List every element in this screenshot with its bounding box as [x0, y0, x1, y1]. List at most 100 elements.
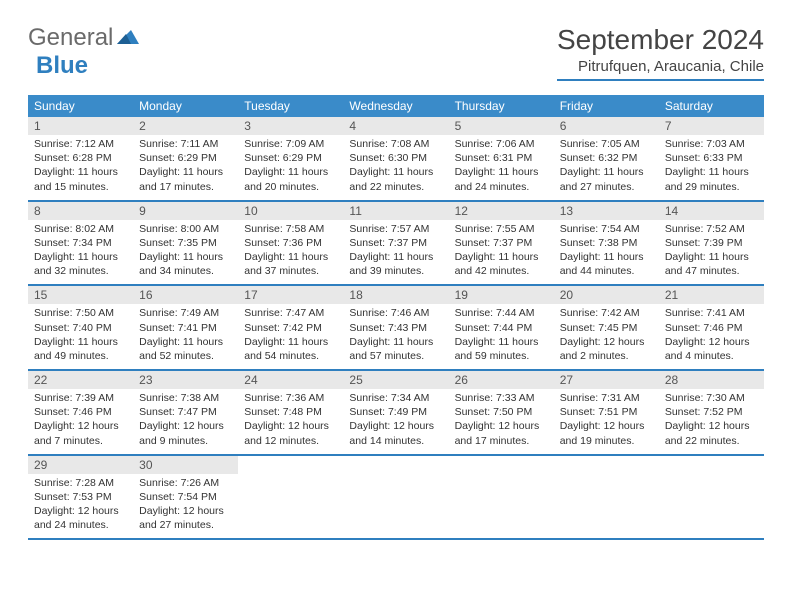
- day-line-ss: Sunset: 6:29 PM: [244, 151, 337, 165]
- day-line-d1: Daylight: 12 hours: [560, 419, 653, 433]
- day-line-sr: Sunrise: 7:39 AM: [34, 391, 127, 405]
- dow-thursday: Thursday: [449, 95, 554, 117]
- day-empty: [238, 456, 343, 539]
- day-empty: [343, 456, 448, 539]
- month-title: September 2024: [557, 24, 764, 56]
- day-line-d2: and 37 minutes.: [244, 264, 337, 278]
- day-line-d1: Daylight: 11 hours: [455, 165, 548, 179]
- week-row: 29Sunrise: 7:28 AMSunset: 7:53 PMDayligh…: [28, 456, 764, 541]
- day-line-sr: Sunrise: 7:52 AM: [665, 222, 758, 236]
- day-line-d1: Daylight: 11 hours: [665, 250, 758, 264]
- day-line-d1: Daylight: 12 hours: [349, 419, 442, 433]
- day-line-d1: Daylight: 11 hours: [455, 335, 548, 349]
- day-number: 29: [28, 456, 133, 474]
- day-line-ss: Sunset: 7:37 PM: [455, 236, 548, 250]
- day-number: 4: [343, 117, 448, 135]
- day-number: 12: [449, 202, 554, 220]
- logo-text-blue: Blue: [36, 52, 88, 79]
- week-row: 22Sunrise: 7:39 AMSunset: 7:46 PMDayligh…: [28, 371, 764, 456]
- day-line-d2: and 42 minutes.: [455, 264, 548, 278]
- day-line-sr: Sunrise: 7:54 AM: [560, 222, 653, 236]
- day-13: 13Sunrise: 7:54 AMSunset: 7:38 PMDayligh…: [554, 202, 659, 285]
- day-line-d2: and 22 minutes.: [665, 434, 758, 448]
- day-number: 8: [28, 202, 133, 220]
- day-line-ss: Sunset: 7:37 PM: [349, 236, 442, 250]
- day-line-d1: Daylight: 11 hours: [560, 250, 653, 264]
- day-line-ss: Sunset: 7:43 PM: [349, 321, 442, 335]
- day-20: 20Sunrise: 7:42 AMSunset: 7:45 PMDayligh…: [554, 286, 659, 369]
- day-29: 29Sunrise: 7:28 AMSunset: 7:53 PMDayligh…: [28, 456, 133, 539]
- day-line-sr: Sunrise: 7:47 AM: [244, 306, 337, 320]
- day-line-sr: Sunrise: 7:46 AM: [349, 306, 442, 320]
- day-line-d2: and 9 minutes.: [139, 434, 232, 448]
- day-line-d2: and 44 minutes.: [560, 264, 653, 278]
- day-line-ss: Sunset: 7:54 PM: [139, 490, 232, 504]
- day-18: 18Sunrise: 7:46 AMSunset: 7:43 PMDayligh…: [343, 286, 448, 369]
- day-line-d2: and 24 minutes.: [455, 180, 548, 194]
- day-number: 18: [343, 286, 448, 304]
- day-19: 19 Sunrise: 7:44 AMSunset: 7:44 PMDayligh…: [449, 286, 554, 369]
- day-number: 16: [133, 286, 238, 304]
- day-number: 28: [659, 371, 764, 389]
- day-line-sr: Sunrise: 7:57 AM: [349, 222, 442, 236]
- day-line-ss: Sunset: 7:45 PM: [560, 321, 653, 335]
- day-line-d1: Daylight: 11 hours: [349, 165, 442, 179]
- day-number: 9: [133, 202, 238, 220]
- dow-saturday: Saturday: [659, 95, 764, 117]
- day-number: 30: [133, 456, 238, 474]
- day-17: 17Sunrise: 7:47 AMSunset: 7:42 PMDayligh…: [238, 286, 343, 369]
- day-line-d1: Daylight: 12 hours: [665, 419, 758, 433]
- location: Pitrufquen, Araucania, Chile: [557, 58, 764, 81]
- day-line-sr: Sunrise: 7:06 AM: [455, 137, 548, 151]
- day-line-sr: Sunrise: 7:11 AM: [139, 137, 232, 151]
- day-line-sr: Sunrise: 7:49 AM: [139, 306, 232, 320]
- day-line-d2: and 27 minutes.: [560, 180, 653, 194]
- day-line-ss: Sunset: 7:40 PM: [34, 321, 127, 335]
- day-line-d2: and 29 minutes.: [665, 180, 758, 194]
- day-line-sr: Sunrise: 7:55 AM: [455, 222, 548, 236]
- day-line-d2: and 49 minutes.: [34, 349, 127, 363]
- day-11: 11Sunrise: 7:57 AMSunset: 7:37 PMDayligh…: [343, 202, 448, 285]
- day-line-d2: and 52 minutes.: [139, 349, 232, 363]
- day-line-d2: and 32 minutes.: [34, 264, 127, 278]
- day-2: 2Sunrise: 7:11 AMSunset: 6:29 PMDaylight…: [133, 117, 238, 200]
- day-number: 19: [449, 286, 554, 304]
- day-line-ss: Sunset: 7:51 PM: [560, 405, 653, 419]
- day-number: 26: [449, 371, 554, 389]
- day-28: 28Sunrise: 7:30 AMSunset: 7:52 PMDayligh…: [659, 371, 764, 454]
- dow-friday: Friday: [554, 95, 659, 117]
- day-line-sr: Sunrise: 7:50 AM: [34, 306, 127, 320]
- logo: General: [28, 24, 141, 52]
- day-line-sr: Sunrise: 7:33 AM: [455, 391, 548, 405]
- day-line-sr: Sunrise: 8:00 AM: [139, 222, 232, 236]
- day-number: 11: [343, 202, 448, 220]
- dow-tuesday: Tuesday: [238, 95, 343, 117]
- day-line-sr: Sunrise: 7:58 AM: [244, 222, 337, 236]
- day-line-ss: Sunset: 6:29 PM: [139, 151, 232, 165]
- day-5: 5Sunrise: 7:06 AMSunset: 6:31 PMDaylight…: [449, 117, 554, 200]
- day-line-d1: Daylight: 11 hours: [34, 165, 127, 179]
- day-line-sr: Sunrise: 7:26 AM: [139, 476, 232, 490]
- day-number: 13: [554, 202, 659, 220]
- day-line-d2: and 4 minutes.: [665, 349, 758, 363]
- day-line-ss: Sunset: 7:44 PM: [455, 321, 548, 335]
- logo-blue-row: Blue: [36, 52, 88, 80]
- day-number: 15: [28, 286, 133, 304]
- logo-triangle-icon: [117, 28, 139, 49]
- day-line-d2: and 39 minutes.: [349, 264, 442, 278]
- day-line-sr: Sunrise: 7:12 AM: [34, 137, 127, 151]
- day-4: 4Sunrise: 7:08 AMSunset: 6:30 PMDaylight…: [343, 117, 448, 200]
- day-line-d1: Daylight: 12 hours: [139, 419, 232, 433]
- day-line-d2: and 59 minutes.: [455, 349, 548, 363]
- day-line-sr: Sunrise: 7:38 AM: [139, 391, 232, 405]
- day-line-d2: and 24 minutes.: [34, 518, 127, 532]
- day-1: 1Sunrise: 7:12 AMSunset: 6:28 PMDaylight…: [28, 117, 133, 200]
- day-14: 14Sunrise: 7:52 AMSunset: 7:39 PMDayligh…: [659, 202, 764, 285]
- day-line-d1: Daylight: 11 hours: [139, 335, 232, 349]
- day-line-d1: Daylight: 12 hours: [34, 504, 127, 518]
- day-line-d2: and 22 minutes.: [349, 180, 442, 194]
- day-line-sr: Sunrise: 7:44 AM: [455, 306, 548, 320]
- day-line-d1: Daylight: 11 hours: [455, 250, 548, 264]
- day-line-ss: Sunset: 7:35 PM: [139, 236, 232, 250]
- day-number: 25: [343, 371, 448, 389]
